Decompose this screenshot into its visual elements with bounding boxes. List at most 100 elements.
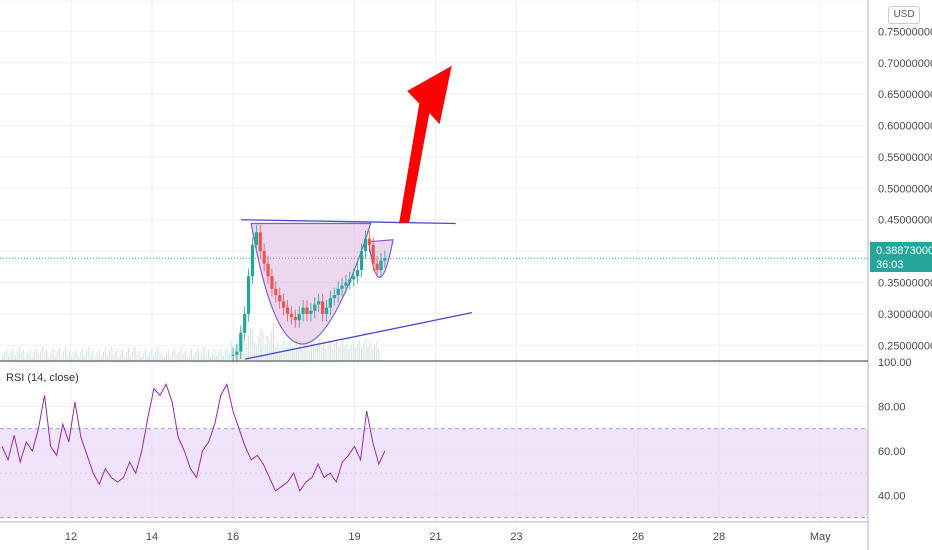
candle-body (262, 251, 266, 264)
support-line (245, 312, 473, 360)
candle-body (270, 276, 274, 289)
volume-bar (102, 352, 104, 361)
volume-bar (228, 354, 230, 361)
volume-bar (132, 351, 134, 361)
volume-bar (260, 329, 262, 361)
volume-bar (182, 354, 184, 361)
volume-bar (344, 346, 346, 361)
volume-bar (346, 342, 348, 361)
bar-countdown: 36:03 (876, 259, 904, 271)
candle-body (239, 332, 243, 352)
volume-bar (71, 357, 73, 361)
volume-bar (212, 353, 214, 361)
volume-bar (31, 356, 33, 361)
time-tick-label: 23 (510, 531, 522, 543)
volume-bar (226, 347, 228, 361)
candle-body (282, 301, 286, 308)
volume-bar (163, 357, 165, 361)
volume-bar (125, 352, 128, 361)
volume-bar (111, 347, 113, 361)
volume-bar (157, 347, 159, 361)
volume-bar (92, 350, 94, 361)
volume-bar (293, 343, 296, 361)
volume-bar (58, 348, 60, 361)
candle-body (363, 238, 368, 252)
volume-bar (321, 346, 323, 361)
volume-bar (375, 341, 377, 361)
candle-body (278, 295, 282, 302)
volume-bar (237, 341, 239, 361)
volume-bar (77, 356, 79, 361)
current-price-badge: 0.38873000 36:03 (870, 242, 932, 272)
candle-body (266, 263, 270, 277)
price-tick-label: 0.55000000 (878, 152, 932, 164)
volume-bar (203, 347, 205, 361)
rsi-legend[interactable]: RSI (14, close) (6, 372, 79, 384)
volume-bar (325, 349, 327, 361)
volume-bar (184, 350, 186, 361)
volume-bar (121, 349, 123, 361)
volume-bar (256, 345, 258, 361)
volume-bar (44, 354, 46, 361)
volume-bar (296, 339, 298, 361)
volume-bar (104, 348, 107, 361)
volume-bar (369, 342, 371, 361)
volume-bars (2, 323, 380, 361)
volume-bar (130, 355, 132, 361)
candle-body (235, 351, 239, 355)
volume-bar (377, 348, 380, 361)
volume-bar (218, 352, 220, 361)
volume-bar (37, 355, 39, 361)
time-tick-label: 12 (65, 531, 77, 543)
rsi-pane (0, 382, 868, 519)
rsi-tick-label: 80.00 (878, 401, 906, 413)
volume-bar (153, 355, 155, 361)
volume-bar (65, 347, 67, 361)
volume-bar (359, 340, 361, 361)
volume-bar (197, 348, 199, 361)
candle-body (274, 288, 278, 296)
volume-bar (262, 332, 264, 361)
current-price: 0.38873000 (876, 245, 932, 257)
rsi-band (0, 428, 868, 518)
volume-bar (33, 352, 35, 361)
volume-bar (214, 349, 216, 361)
volume-bar (373, 345, 375, 361)
volume-bar (88, 347, 90, 361)
volume-bar (109, 351, 111, 361)
pattern-drawings (241, 65, 473, 360)
volume-bar (16, 351, 18, 361)
volume-bar (287, 344, 289, 361)
candle-body (332, 295, 336, 299)
volume-bar (224, 351, 226, 361)
volume-bar (279, 349, 281, 361)
volume-bar (62, 351, 65, 361)
volume-bar (266, 336, 268, 361)
volume-bar (167, 349, 170, 361)
volume-bar (2, 357, 4, 361)
volume-bar (317, 343, 319, 361)
candle-body (375, 263, 379, 270)
volume-bar (144, 349, 146, 361)
candle-body (250, 244, 255, 277)
candle-body (309, 310, 313, 314)
candle-body (348, 279, 352, 283)
volume-bar (170, 356, 172, 361)
volume-bar (136, 354, 138, 361)
price-tick-label: 0.35000000 (878, 278, 932, 290)
candle-body (328, 298, 332, 308)
volume-bar (195, 352, 197, 361)
volume-bar (329, 341, 331, 361)
rsi-tick-label: 100.00 (878, 357, 912, 369)
currency-label[interactable]: USD (888, 6, 920, 24)
volume-bar (180, 347, 182, 361)
time-tick-label: 19 (348, 531, 360, 543)
volume-bar (356, 344, 359, 361)
candle-body (367, 238, 371, 245)
volume-bar (128, 348, 130, 361)
candle-body (352, 276, 356, 280)
volume-bar (115, 350, 117, 361)
candle-body (285, 307, 290, 314)
volume-bar (272, 323, 275, 361)
